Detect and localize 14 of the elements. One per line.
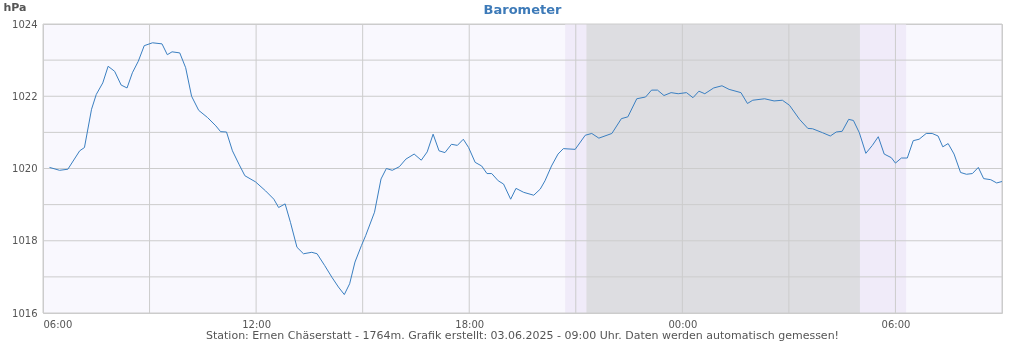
line-series [49,42,1002,296]
x-tick-label: 12:00 [242,318,272,330]
y-axis-title: hPa [3,0,27,14]
y-tick-label: 1018 [12,235,38,247]
chart-title: Barometer [483,2,562,17]
x-tick-label: 00:00 [668,318,698,330]
y-tick-label: 1022 [12,90,38,102]
text: Station: Ernen Chäserstatt - 1764m. Grafik erstellt: 03.06.2025 - 09:00 Uhr. Daten werden automatisch gemessen! [205,329,840,342]
y-tick-label: 1024 [12,18,38,30]
x-tick-label: 06:00 [881,318,911,330]
y-tick-label: 1020 [12,163,38,174]
y-tick-label: 1016 [12,307,38,319]
x-tick-label: 06:00 [43,318,73,330]
x-tick-label: 18:00 [455,318,485,330]
